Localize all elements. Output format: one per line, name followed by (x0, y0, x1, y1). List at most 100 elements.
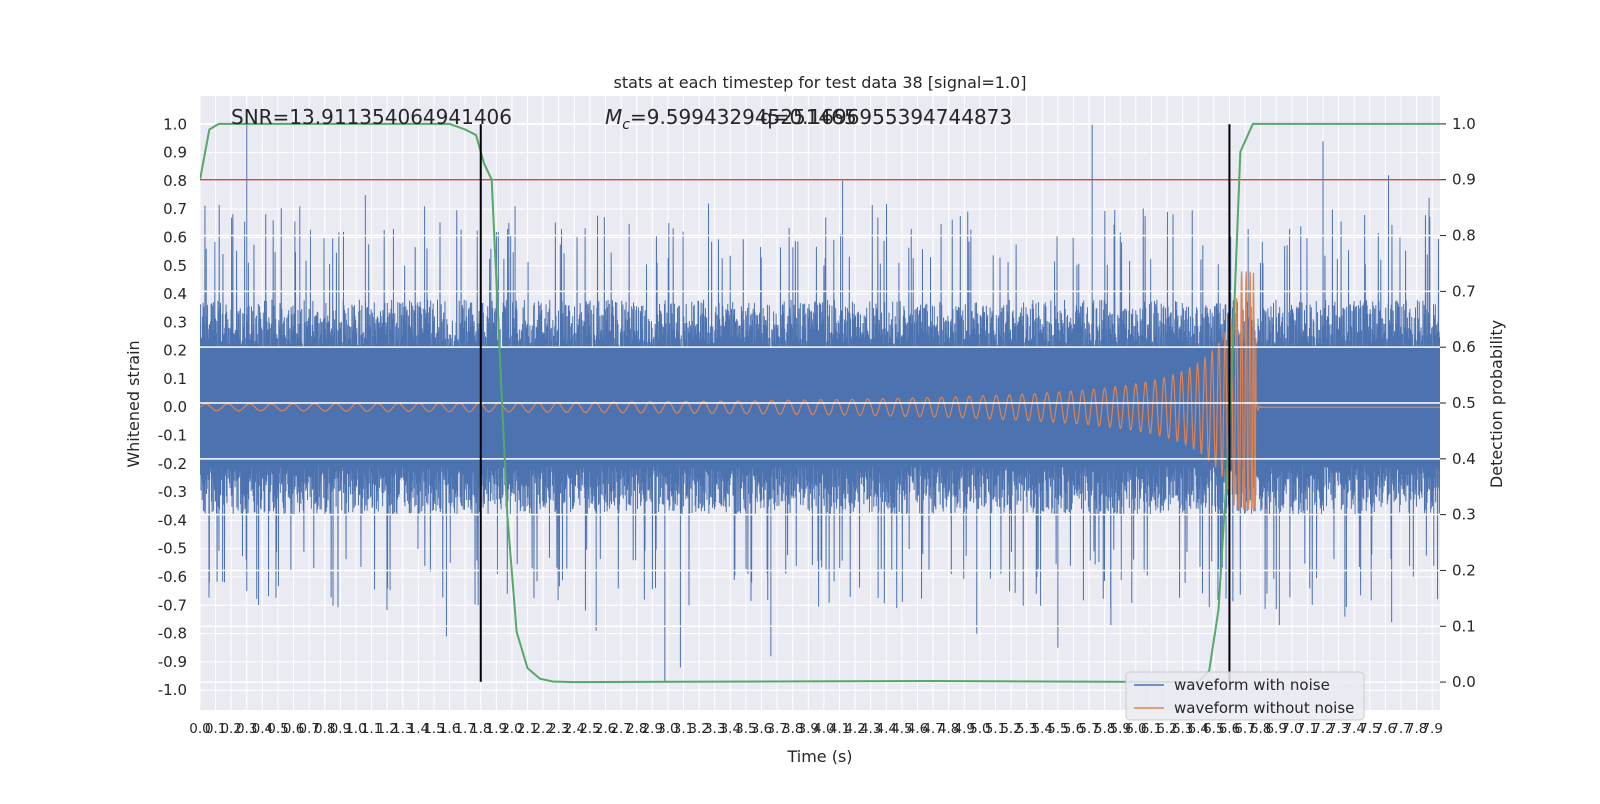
x-tick-label: 0.1 (205, 721, 226, 737)
right-y-tick-label: 0.3 (1452, 506, 1476, 524)
x-tick-label: 4.0 (813, 721, 834, 737)
left-y-tick-label: -0.4 (158, 511, 187, 529)
right-y-axis-label: Detection probability (1487, 320, 1506, 488)
left-y-tick-label: -0.9 (158, 653, 187, 671)
waveform-without-noise-line (200, 271, 1440, 510)
x-tick-label: 1.7 (454, 721, 475, 737)
x-tick-label: 0.6 (283, 721, 304, 737)
x-tick-label: 3.1 (673, 721, 694, 737)
x-tick-label: 0.4 (252, 721, 273, 737)
left-y-tick-label: -0.6 (158, 568, 187, 586)
x-tick-label: 4.8 (938, 721, 959, 737)
x-tick-label: 6.5 (1203, 721, 1224, 737)
x-tick-label: 2.1 (517, 721, 538, 737)
x-tick-label: 1.3 (392, 721, 413, 737)
x-tick-label: 6.0 (1125, 721, 1146, 737)
x-tick-label: 6.9 (1265, 721, 1286, 737)
x-tick-label: 0.3 (236, 721, 257, 737)
x-tick-label: 2.6 (595, 721, 616, 737)
x-tick-label: 3.2 (688, 721, 709, 737)
left-y-tick-label: 0.5 (163, 257, 187, 275)
x-tick-label: 2.5 (579, 721, 600, 737)
right-y-tick-label: 0.7 (1452, 282, 1476, 300)
x-tick-label: 2.7 (610, 721, 631, 737)
legend-label-noisy: waveform with noise (1174, 676, 1330, 694)
x-tick-label: 7.8 (1406, 721, 1427, 737)
detection-probability-line (200, 122, 1440, 684)
x-tick-label: 7.2 (1312, 721, 1333, 737)
x-tick-label: 0.2 (220, 721, 241, 737)
chart-title: stats at each timestep for test data 38 … (614, 73, 1027, 92)
x-tick-label: 1.4 (408, 721, 429, 737)
x-tick-label: 3.6 (751, 721, 772, 737)
x-tick-label: 2.8 (626, 721, 647, 737)
x-tick-labels: 0.00.10.20.30.40.50.60.70.80.91.01.11.21… (189, 721, 1443, 737)
left-y-tick-label: 0.4 (163, 285, 187, 303)
left-y-tick-label: 0.7 (163, 200, 187, 218)
x-tick-label: 5.4 (1032, 721, 1053, 737)
x-tick-label: 6.1 (1141, 721, 1162, 737)
x-tick-label: 3.7 (766, 721, 787, 737)
x-tick-label: 3.0 (657, 721, 678, 737)
x-tick-label: 6.3 (1172, 721, 1193, 737)
x-tick-label: 0.0 (189, 721, 210, 737)
left-y-tick-label: -1.0 (158, 681, 187, 699)
x-tick-label: 2.9 (642, 721, 663, 737)
x-tick-label: 6.4 (1187, 721, 1208, 737)
mc-symbol: M (605, 105, 622, 129)
left-y-tick-labels: 1.0 0.9 0.8 0.7 0.6 0.5 0.4 0.3 0.2 0.1 0.0 -0.1 -0.… (158, 115, 187, 699)
x-tick-label: 3.9 (798, 721, 819, 737)
x-tick-label: 1.9 (486, 721, 507, 737)
q-annotation: q=0.1696955394744873 (760, 105, 1012, 129)
x-tick-label: 3.4 (720, 721, 741, 737)
x-tick-label: 1.8 (470, 721, 491, 737)
mc-subscript: c (622, 117, 630, 133)
x-tick-label: 6.7 (1234, 721, 1255, 737)
right-y-tick-label: 0.0 (1452, 673, 1476, 691)
x-tick-label: 5.5 (1047, 721, 1068, 737)
x-tick-label: 0.8 (314, 721, 335, 737)
x-tick-label: 3.5 (735, 721, 756, 737)
x-tick-label: 4.9 (954, 721, 975, 737)
x-tick-label: 4.1 (829, 721, 850, 737)
x-tick-label: 2.3 (548, 721, 569, 737)
x-tick-label: 4.5 (891, 721, 912, 737)
x-tick-label: 0.5 (267, 721, 288, 737)
left-y-tick-label: 0.1 (163, 370, 187, 388)
right-y-tick-label: 0.6 (1452, 338, 1476, 356)
mc-annotation: Mc=9.599432945251465 (605, 105, 857, 133)
x-tick-label: 7.3 (1328, 721, 1349, 737)
x-tick-label: 4.3 (860, 721, 881, 737)
x-tick-label: 7.7 (1390, 721, 1411, 737)
x-tick-label: 5.8 (1094, 721, 1115, 737)
left-y-axis-label: Whitened strain (124, 340, 143, 467)
right-y-tick-label: 0.2 (1452, 561, 1476, 579)
x-tick-label: 6.8 (1250, 721, 1271, 737)
x-tick-label: 6.2 (1156, 721, 1177, 737)
right-y-tick-label: 0.1 (1452, 617, 1476, 635)
left-y-tick-label: -0.2 (158, 455, 187, 473)
x-tick-label: 1.2 (376, 721, 397, 737)
x-tick-label: 4.2 (844, 721, 865, 737)
x-tick-label: 7.1 (1297, 721, 1318, 737)
x-tick-label: 2.2 (532, 721, 553, 737)
right-y-tick-label: 0.5 (1452, 394, 1476, 412)
x-tick-label: 5.6 (1063, 721, 1084, 737)
left-y-tick-label: 0.0 (163, 398, 187, 416)
snr-annotation: SNR=13.911354064941406 (231, 105, 512, 129)
left-y-tick-label: 1.0 (163, 115, 187, 133)
x-tick-label: 0.9 (330, 721, 351, 737)
right-y-tick-label: 0.8 (1452, 227, 1476, 245)
x-tick-label: 7.9 (1421, 721, 1442, 737)
left-y-tick-label: -0.5 (158, 540, 187, 558)
x-tick-label: 1.6 (439, 721, 460, 737)
x-tick-label: 7.5 (1359, 721, 1380, 737)
x-tick-label: 5.1 (985, 721, 1006, 737)
x-tick-label: 6.6 (1219, 721, 1240, 737)
x-tick-label: 4.7 (922, 721, 943, 737)
left-y-tick-label: 0.2 (163, 342, 187, 360)
x-tick-label: 3.8 (782, 721, 803, 737)
x-tick-label: 4.6 (907, 721, 928, 737)
